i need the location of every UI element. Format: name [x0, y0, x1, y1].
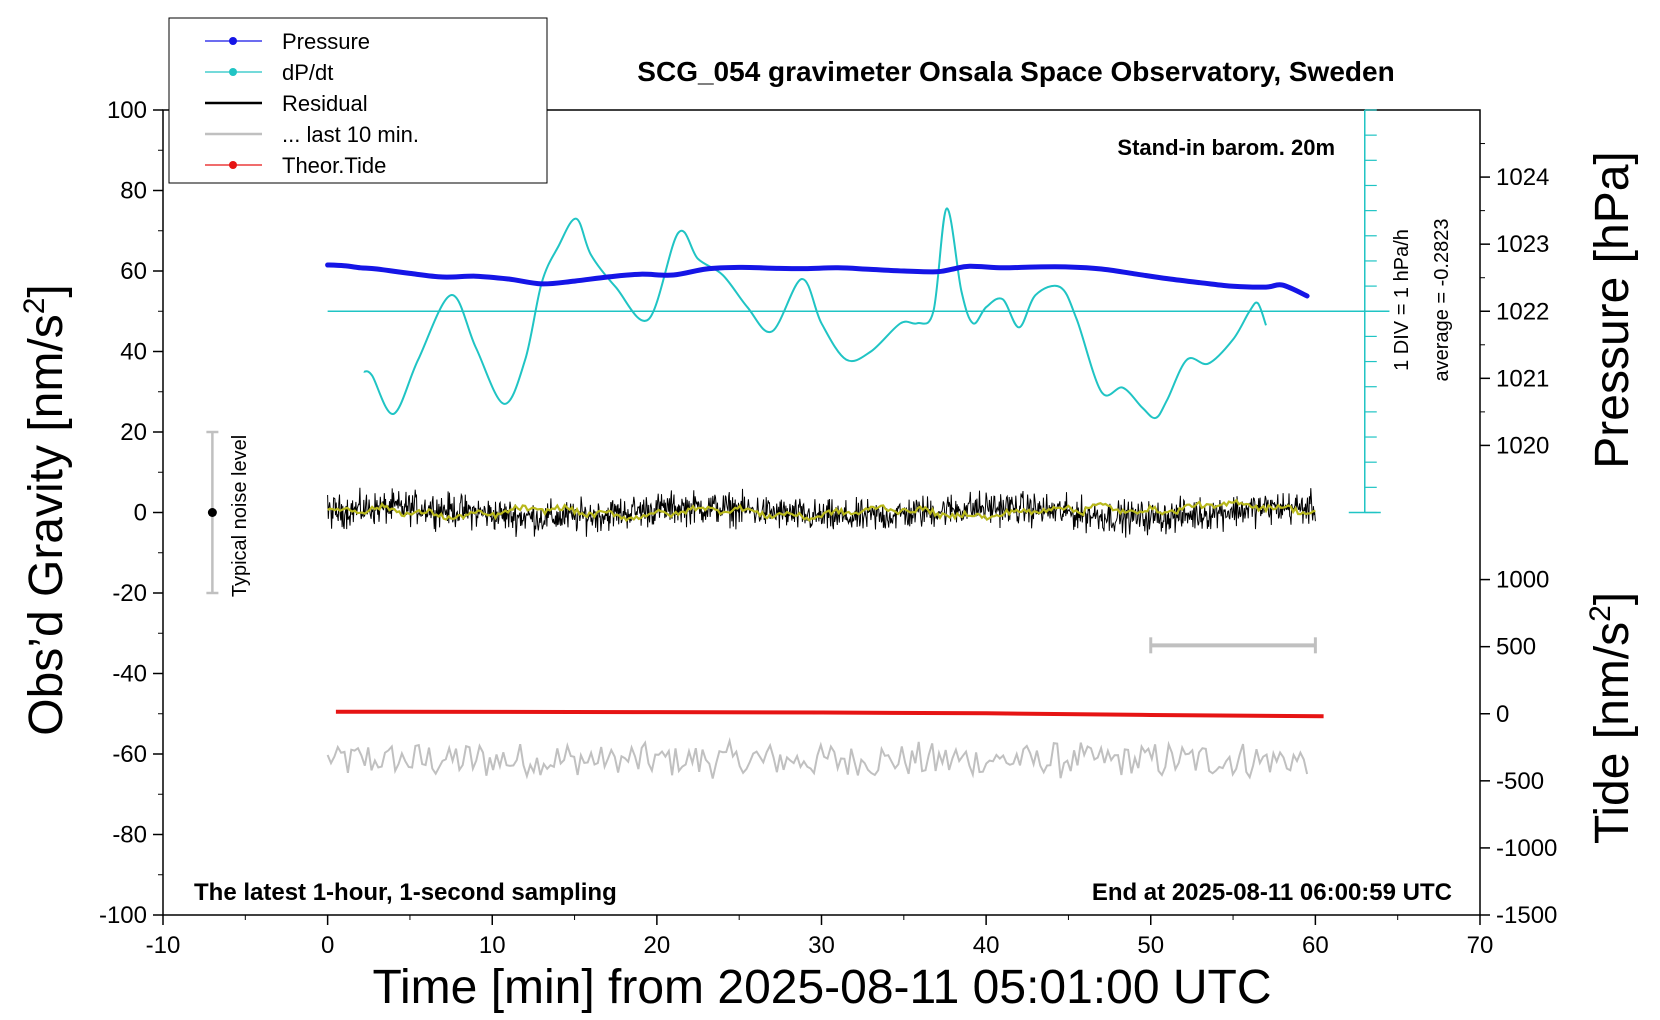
latest-label: The latest 1-hour, 1-second sampling: [194, 879, 617, 906]
tide-tick-label: -500: [1496, 768, 1544, 795]
y-tick-label: -60: [112, 741, 147, 768]
series-residual: [327, 487, 1316, 538]
chart-title: SCG_054 gravimeter Onsala Space Observat…: [637, 56, 1394, 87]
x-tick-label: 20: [644, 932, 671, 959]
series-pressure: [325, 262, 1310, 299]
legend-label: dP/dt: [282, 60, 333, 85]
series-theor-tide: [335, 709, 1324, 719]
x-tick-label: 30: [808, 932, 835, 959]
y-tick-label: 0: [134, 500, 147, 527]
legend-marker: [229, 37, 237, 45]
pressure-tick-label: 1024: [1496, 164, 1549, 191]
pressure-tick-label: 1021: [1496, 365, 1549, 392]
x-axis-label: Time [min] from 2025-08-11 05:01:00 UTC: [372, 961, 1271, 1014]
x-tick-label: 70: [1467, 932, 1494, 959]
x-tick-label: 0: [321, 932, 334, 959]
x-tick-label: 60: [1302, 932, 1329, 959]
pressure-tick-label: 1022: [1496, 298, 1549, 325]
series-residual-smoothed: [327, 498, 1316, 523]
legend-marker: [229, 161, 237, 169]
tide-tick-label: -1500: [1496, 902, 1557, 929]
y-tick-label: 20: [120, 419, 147, 446]
average-label: average = -0.2823: [1431, 219, 1453, 382]
y-axis-label-tide: Tide [nm/s2]: [1584, 592, 1639, 844]
noise-bar-center: [207, 508, 217, 517]
legend-label: Theor.Tide: [282, 153, 386, 178]
x-tick-label: 50: [1137, 932, 1164, 959]
y-axis-label-pressure: Pressure [hPa]: [1586, 151, 1639, 468]
y-axis-label-left: Obs’d Gravity [nm/s2]: [18, 284, 73, 735]
y-tick-label: 60: [120, 258, 147, 285]
tide-tick-label: 1000: [1496, 567, 1549, 594]
tide-tick-label: 0: [1496, 701, 1509, 728]
legend: Pressure dP/dt Residual ... last 10 min. The…: [168, 17, 548, 184]
legend-box: [168, 17, 548, 184]
tide-tick-label: -1000: [1496, 835, 1557, 862]
y-tick-label: -80: [112, 822, 147, 849]
pressure-tick-label: 1020: [1496, 432, 1549, 459]
x-tick-label: -10: [146, 932, 181, 959]
series-dpdt: [363, 207, 1267, 420]
series-last-10-min: [326, 737, 1309, 780]
stand-in-label: Stand-in barom. 20m: [1117, 135, 1335, 160]
x-tick-label: 10: [479, 932, 506, 959]
end-at-label: End at 2025-08-11 06:00:59 UTC: [1092, 879, 1452, 906]
legend-marker: [229, 68, 237, 76]
legend-label: Residual: [282, 91, 368, 116]
x-tick-label: 40: [973, 932, 1000, 959]
y-tick-label: -40: [112, 661, 147, 688]
y-tick-label: -20: [112, 580, 147, 607]
y-tick-label: 100: [107, 97, 147, 124]
tide-tick-label: 500: [1496, 634, 1536, 661]
y-tick-label: 80: [120, 178, 147, 205]
legend-label: Pressure: [282, 29, 370, 54]
legend-label: ... last 10 min.: [282, 122, 419, 147]
div-label: 1 DIV = 1 hPa/h: [1391, 229, 1413, 371]
y-tick-label: -100: [99, 902, 147, 929]
pressure-tick-label: 1023: [1496, 231, 1549, 258]
noise-level-label: Typical noise level: [229, 435, 251, 597]
y-tick-label: 40: [120, 339, 147, 366]
